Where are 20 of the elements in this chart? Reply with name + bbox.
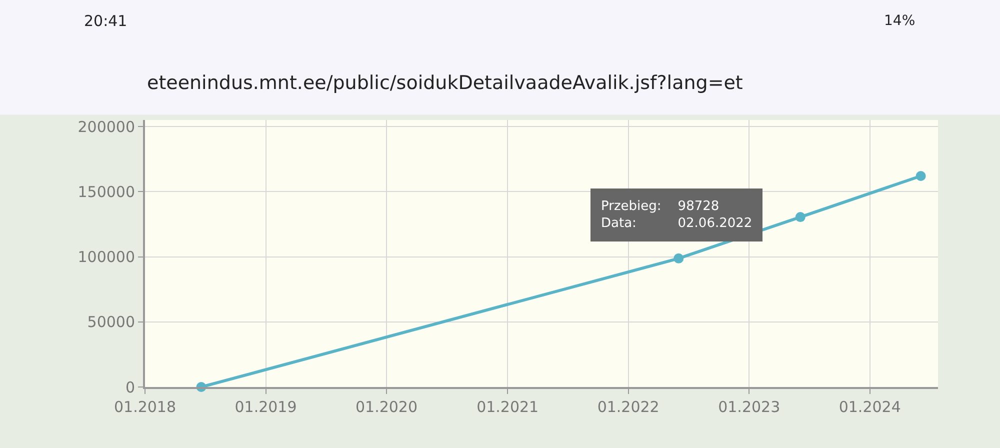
- point: [916, 171, 926, 181]
- text: eteenindus.mnt.ee/public/soidukDetailvaadeAvalik.jsf?lang=et: [147, 72, 743, 94]
- y-tick-label: 150000: [78, 182, 135, 201]
- x-tick-label: 01.2020: [355, 398, 418, 416]
- text: 20:41: [84, 12, 128, 30]
- y-tick-label: 200000: [78, 118, 135, 136]
- x-tick-label: 01.2023: [718, 398, 780, 416]
- x-tick-label: 01.2021: [476, 398, 539, 416]
- x-tick-label: 01.2024: [838, 398, 901, 416]
- text: 14%: [884, 13, 916, 29]
- y-tick-label: 0: [125, 378, 135, 396]
- annotation: Przebieg: 98728 Data: 02.06.2022: [601, 199, 752, 231]
- point: [795, 212, 806, 222]
- y-tick-label: 50000: [87, 313, 135, 332]
- tooltip-popup: Przebieg: 98728 Data: 02.06.2022: [590, 188, 762, 242]
- x-tick-label: 01.2022: [597, 398, 660, 416]
- point: [674, 253, 684, 264]
- y-tick-label: 100000: [78, 248, 135, 266]
- x-tick-label: 01.2019: [234, 398, 297, 416]
- x-tick-label: 01.2018: [114, 398, 176, 416]
